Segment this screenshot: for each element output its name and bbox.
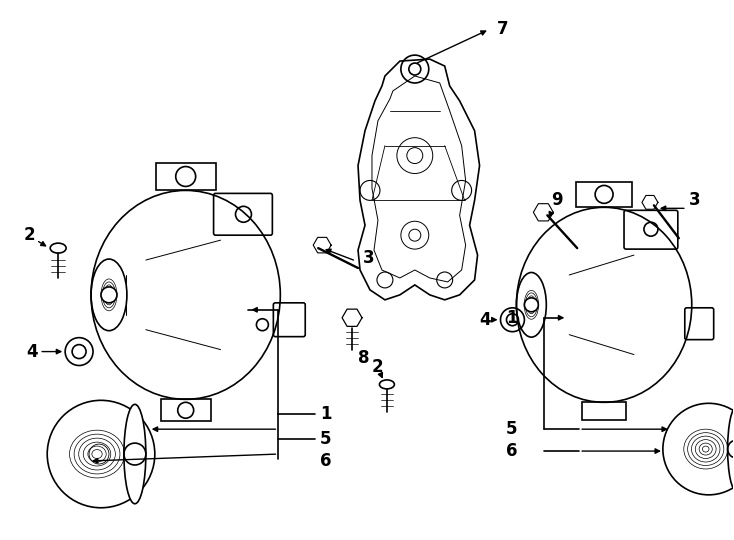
Text: 6: 6 xyxy=(320,452,332,470)
Text: 4: 4 xyxy=(26,342,38,361)
Ellipse shape xyxy=(124,404,146,504)
Text: 2: 2 xyxy=(372,359,384,376)
Text: 3: 3 xyxy=(688,191,700,210)
Circle shape xyxy=(101,287,117,303)
Text: 3: 3 xyxy=(363,249,374,267)
Text: 6: 6 xyxy=(506,442,517,460)
Text: 1: 1 xyxy=(320,405,332,423)
Text: 8: 8 xyxy=(358,348,369,367)
Text: 7: 7 xyxy=(496,20,508,38)
Ellipse shape xyxy=(727,407,734,491)
Text: 1: 1 xyxy=(506,309,517,327)
Circle shape xyxy=(524,298,538,312)
Text: 5: 5 xyxy=(320,430,332,448)
Text: 4: 4 xyxy=(479,310,491,329)
Text: 9: 9 xyxy=(551,191,563,210)
Text: 2: 2 xyxy=(23,226,35,244)
Text: 5: 5 xyxy=(506,420,517,438)
